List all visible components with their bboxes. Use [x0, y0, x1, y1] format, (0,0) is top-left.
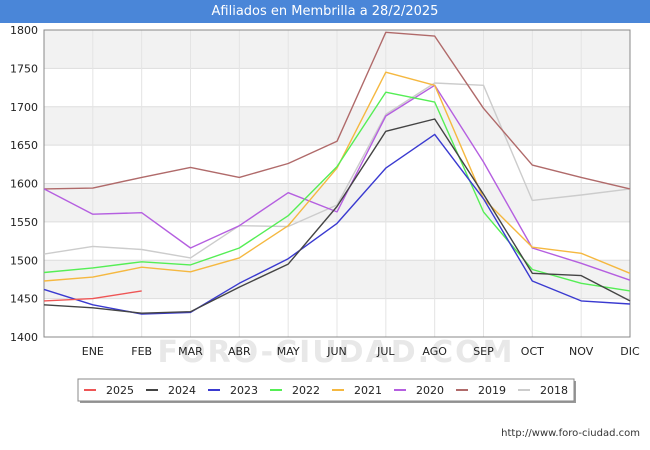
legend-label-2023: 2023	[230, 384, 258, 397]
x-tick-label: AGO	[422, 345, 447, 358]
y-tick-label: 1550	[10, 216, 38, 229]
series-line-2022	[43, 91, 631, 292]
y-tick-label: 1800	[10, 24, 38, 37]
plot-frame	[43, 29, 631, 338]
legend-label-2022: 2022	[292, 384, 320, 397]
y-tick-label: 1500	[10, 254, 38, 267]
x-tick-label: OCT	[521, 345, 544, 358]
legend-label-2021: 2021	[354, 384, 382, 397]
x-tick-label: JUL	[376, 345, 395, 358]
x-tick-label: SEP	[473, 345, 494, 358]
x-tick-label: ABR	[228, 345, 251, 358]
chart-title: Afiliados en Membrilla a 28/2/2025	[0, 0, 650, 23]
legend-label-2018: 2018	[540, 384, 568, 397]
footer-url: http://www.foro-ciudad.com	[501, 428, 640, 439]
x-tick-label: JUN	[326, 345, 347, 358]
y-tick-label: 1400	[10, 331, 38, 344]
series-line-2024	[43, 118, 631, 314]
legend-label-2025: 2025	[106, 384, 134, 397]
y-tick-label: 1700	[10, 101, 38, 114]
x-tick-label: FEB	[131, 345, 152, 358]
series-line-2023	[43, 133, 631, 315]
series-line-2025	[43, 290, 142, 302]
y-tick-label: 1650	[10, 139, 38, 152]
x-tick-label: NOV	[569, 345, 594, 358]
y-tick-label: 1750	[10, 62, 38, 75]
legend-box	[77, 378, 575, 402]
legend-label-2019: 2019	[478, 384, 506, 397]
legend-label-2024: 2024	[168, 384, 196, 397]
watermark: FORO-CIUDAD.COM	[158, 335, 515, 370]
series-line-2019	[43, 31, 631, 190]
series-line-2021	[43, 71, 631, 282]
y-tick-label: 1450	[10, 293, 38, 306]
x-tick-label: MAY	[277, 345, 300, 358]
series-line-2018	[43, 82, 631, 259]
x-tick-label: DIC	[620, 345, 640, 358]
y-tick-label: 1600	[10, 178, 38, 191]
x-tick-label: ENE	[82, 345, 104, 358]
x-tick-label: MAR	[178, 345, 203, 358]
legend-label-2020: 2020	[416, 384, 444, 397]
series-line-2020	[43, 84, 631, 281]
